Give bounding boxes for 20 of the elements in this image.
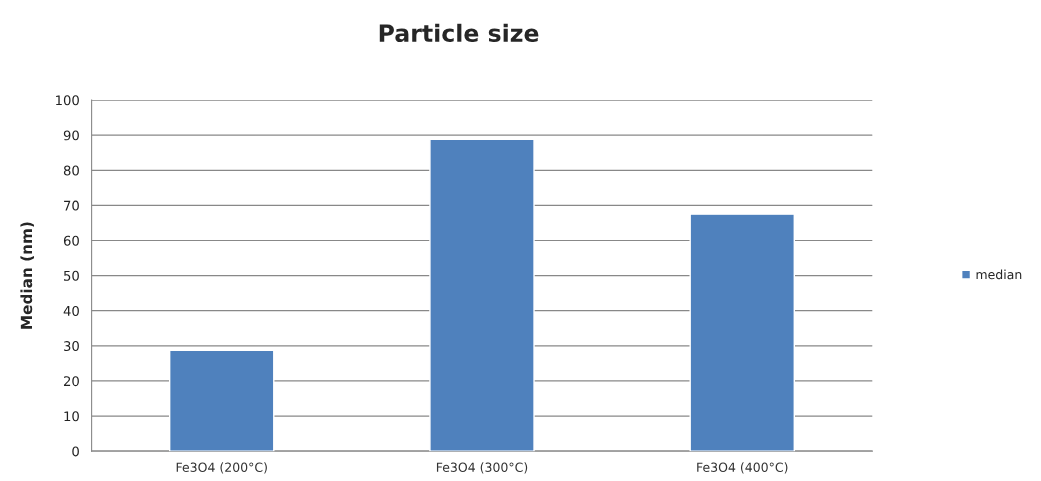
bar — [689, 213, 795, 452]
y-tick-label: 60 — [63, 235, 79, 246]
x-tick-label: Fe3O4 (300°C) — [436, 462, 528, 474]
y-tick-label: 100 — [56, 95, 79, 106]
legend-label: median — [976, 269, 1022, 280]
x-tick-label: Fe3O4 (200°C) — [176, 462, 267, 474]
y-axis-title: Median (nm) — [20, 222, 35, 329]
chart-title: Particle size — [379, 23, 539, 43]
y-tick-label: 40 — [63, 305, 79, 316]
y-tick-label: 90 — [63, 130, 79, 141]
y-tick-label: 20 — [63, 376, 79, 387]
x-tick-label: Fe3O4 (400°C) — [697, 462, 788, 474]
bar — [429, 138, 535, 452]
bar — [168, 349, 275, 452]
y-tick-label: 10 — [64, 411, 79, 422]
y-tick-label: 30 — [64, 341, 79, 352]
y-tick-label: 50 — [64, 270, 79, 281]
y-tick-label: 70 — [64, 200, 79, 211]
y-tick-label: 0 — [72, 446, 79, 457]
y-tick-label: 80 — [63, 165, 79, 176]
